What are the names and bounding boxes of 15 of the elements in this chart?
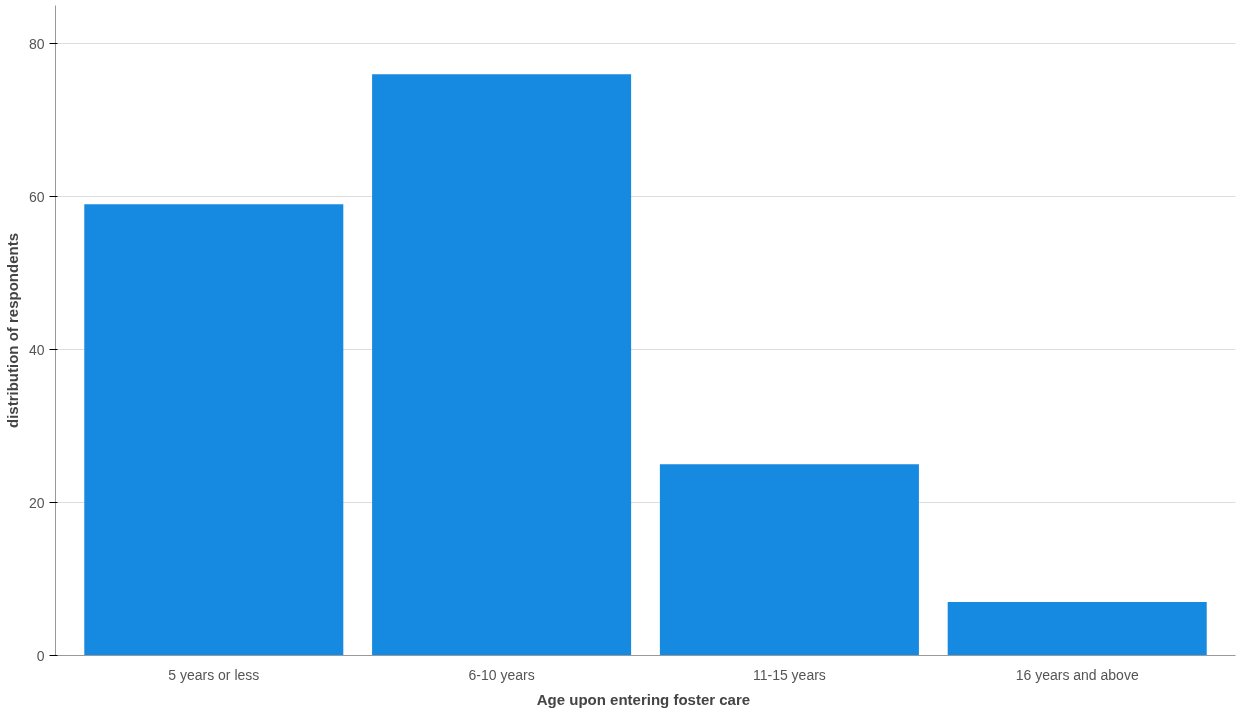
bar — [84, 204, 344, 656]
x-tick-label: 5 years or less — [168, 666, 260, 683]
x-tick-label: 11-15 years — [752, 666, 826, 683]
bar — [372, 74, 632, 656]
y-axis-title: distribution of respondents — [3, 233, 21, 428]
y-tick-label: 40 — [28, 341, 45, 358]
x-axis-title: Age upon entering foster care — [536, 690, 751, 708]
y-tick-label: 20 — [28, 494, 45, 511]
bar — [659, 464, 919, 656]
y-tick-label: 0 — [36, 647, 45, 664]
y-tick-label: 80 — [28, 35, 45, 52]
bar — [947, 601, 1207, 656]
x-tick-label: 6-10 years — [468, 666, 535, 683]
x-tick-label: 16 years and above — [1015, 666, 1139, 683]
y-tick-label: 60 — [28, 188, 45, 205]
